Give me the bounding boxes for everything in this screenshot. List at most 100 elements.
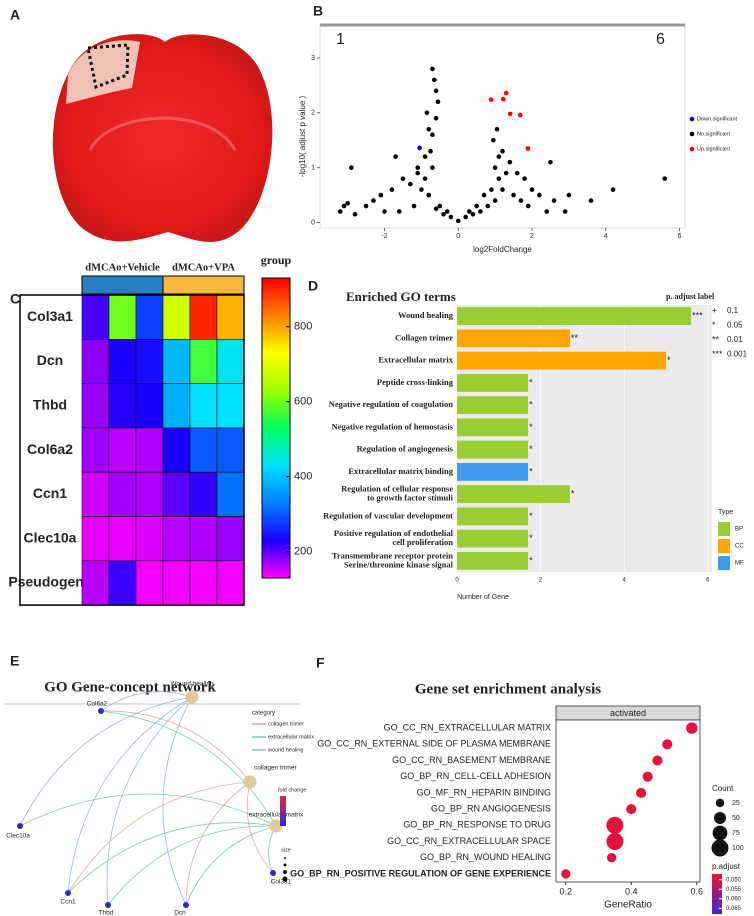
point: [463, 214, 468, 220]
group-bar: [162, 275, 245, 295]
point: [393, 154, 398, 159]
legend-label: BP: [735, 527, 743, 533]
gene-node: [270, 870, 276, 876]
point: [363, 203, 369, 209]
point: [349, 165, 354, 170]
edge: [268, 825, 277, 874]
edge: [100, 710, 251, 783]
gene-node: [98, 708, 104, 714]
dot: [606, 853, 617, 863]
x-axis-label: log2FoldChange: [473, 245, 532, 254]
point: [514, 170, 520, 176]
point: [488, 97, 494, 102]
category-label: GO_CC_RN_EXTRACELLULAR SPACE: [387, 836, 551, 846]
point: [435, 99, 441, 105]
legend-title: Count: [712, 784, 734, 793]
point: [481, 192, 487, 198]
bar: [457, 396, 529, 415]
category-label: GO_BP_RN_WOUND HEALING: [420, 852, 551, 862]
point: [378, 192, 384, 198]
node-label: Clec10a: [6, 833, 30, 840]
row-label: Thbd: [33, 396, 67, 412]
x-tick-label: 4: [623, 578, 627, 584]
bar: [457, 329, 570, 348]
legend-title: fold change: [278, 787, 306, 793]
heat-cell: [81, 516, 110, 562]
size-legend-dot: [711, 839, 729, 857]
dot: [686, 722, 698, 734]
node-label: Thbd: [99, 910, 114, 916]
bar: [457, 551, 529, 570]
heat-cell: [135, 294, 164, 340]
significance-label: *: [529, 533, 533, 543]
significance-label: *: [529, 511, 533, 521]
node-label: Ccn1: [60, 899, 76, 906]
dot: [662, 739, 673, 750]
point: [352, 211, 358, 217]
category-label: Extracellular matrix: [378, 355, 453, 365]
heat-cell: [135, 338, 164, 384]
heat-cell: [81, 427, 110, 473]
color-legend-label: 0.055: [726, 887, 742, 893]
x-tick-label: 6: [706, 578, 710, 584]
dot: [606, 816, 624, 834]
legend-title: p.adjust: [712, 862, 741, 871]
heat-cell: [135, 560, 164, 606]
point: [441, 211, 446, 217]
heat-cell: [216, 383, 245, 429]
y-tick-label: 3: [311, 55, 315, 62]
heat-cell: [108, 338, 137, 384]
bar: [457, 418, 529, 437]
heat-cell: [108, 471, 137, 517]
point: [455, 218, 461, 224]
group-label: dMCAo+Vehicle: [85, 262, 160, 273]
point: [500, 187, 505, 192]
edge: [19, 793, 277, 827]
x-axis-label: Number of Gene: [457, 594, 509, 601]
heat-cell: [135, 471, 164, 517]
edge: [100, 710, 277, 827]
point: [337, 209, 343, 214]
x-tick-label: -2: [381, 233, 387, 240]
points-back: [337, 66, 668, 224]
category-label: Positive regulation of endothelial: [334, 528, 454, 538]
size-legend-dot: [283, 863, 287, 867]
point: [496, 154, 502, 159]
point: [408, 181, 413, 187]
point: [415, 165, 421, 170]
gene-node: [183, 902, 189, 908]
group-bar: [81, 275, 164, 295]
y-axis-label: -log10( adjust p value ): [298, 95, 307, 177]
panel-label: C: [10, 291, 20, 307]
heat-cell: [189, 560, 218, 606]
color-legend-bar: [712, 874, 722, 914]
heat-cell: [108, 516, 137, 562]
point: [492, 198, 498, 203]
roi-outline: [86, 43, 130, 90]
point: [544, 209, 550, 214]
point: [485, 203, 491, 209]
x-tick-label: 0: [456, 233, 460, 240]
heat-cell: [108, 294, 137, 340]
point: [496, 176, 502, 181]
legend-label: collagen trimer: [268, 721, 304, 727]
dot: [642, 771, 653, 782]
legend-title: category: [252, 711, 275, 717]
heat-cell: [216, 427, 245, 473]
point: [419, 187, 424, 192]
point: [428, 148, 433, 154]
legend-label: No.significant: [697, 131, 730, 137]
panel-label: F: [316, 655, 325, 671]
chart-title: GO Gene-concept network: [44, 679, 216, 695]
point: [529, 187, 535, 192]
legend-label: 0.01: [727, 335, 743, 344]
category-label: Regulation of cellular response: [341, 484, 453, 494]
legend-label: Down.significant: [697, 116, 738, 122]
legend-label: wound healing: [267, 747, 303, 753]
legend-swatch: [718, 539, 730, 553]
point: [548, 159, 553, 165]
node-label: Col6a2: [87, 701, 108, 708]
gene-node: [65, 890, 71, 896]
heat-cell: [216, 338, 245, 384]
